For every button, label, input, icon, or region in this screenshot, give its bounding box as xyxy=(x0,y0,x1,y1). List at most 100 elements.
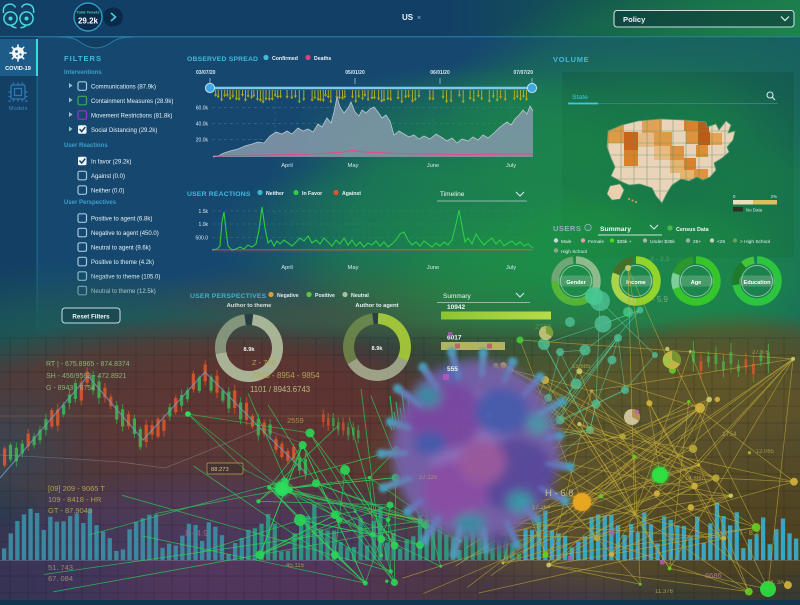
svg-text:April: April xyxy=(281,265,293,271)
svg-text:COVID-19: COVID-19 xyxy=(5,66,31,72)
svg-text:7843 - 8954 - 9854: 7843 - 8954 - 9854 xyxy=(252,371,320,380)
svg-text:25+: 25+ xyxy=(693,239,701,245)
svg-text:SH - 456/9583 - 472.8921: SH - 456/9583 - 472.8921 xyxy=(46,373,127,380)
svg-text:109 - 8418 - HR: 109 - 8418 - HR xyxy=(48,495,102,504)
svg-text:Male: Male xyxy=(561,239,572,245)
svg-text:Neither (0.0): Neither (0.0) xyxy=(91,188,124,194)
svg-text:July: July xyxy=(506,163,516,169)
svg-text:GT - 87.9043: GT - 87.9043 xyxy=(48,506,92,515)
svg-text:45.115: 45.115 xyxy=(286,563,305,569)
svg-text:14.880: 14.880 xyxy=(685,476,704,482)
svg-text:VOLUME: VOLUME xyxy=(553,55,589,64)
svg-text:H - 6.8: H - 6.8 xyxy=(545,488,574,499)
svg-text:2559: 2559 xyxy=(287,416,304,425)
svg-text:Gender: Gender xyxy=(566,280,586,286)
svg-text:500.0: 500.0 xyxy=(195,236,208,242)
svg-text:II - 4.9: II - 4.9 xyxy=(185,529,208,538)
svg-text:In favor (29.2k): In favor (29.2k) xyxy=(91,159,131,165)
svg-text:Deaths: Deaths xyxy=(314,56,331,62)
svg-text:Policy: Policy xyxy=(623,15,646,24)
svg-text:April: April xyxy=(281,163,293,169)
svg-text:Against (0.0): Against (0.0) xyxy=(91,174,125,180)
svg-text:RT | - 675.8965 - 874.8374: RT | - 675.8965 - 874.8374 xyxy=(46,361,130,368)
svg-text:> High School: > High School xyxy=(740,239,770,245)
svg-text:20.0k: 20.0k xyxy=(196,138,209,144)
svg-text:June: June xyxy=(427,163,440,169)
svg-text:Positive to agent (6.8k): Positive to agent (6.8k) xyxy=(91,216,152,222)
svg-text:June: June xyxy=(427,265,440,271)
svg-text:Negative to agent (450.0): Negative to agent (450.0) xyxy=(91,231,159,237)
svg-text:29.2k: 29.2k xyxy=(78,17,99,26)
svg-text:12.065: 12.065 xyxy=(756,449,775,455)
svg-text:27.3 6: 27.3 6 xyxy=(752,350,769,356)
svg-text:60.0k: 60.0k xyxy=(196,106,209,112)
svg-text:Summary: Summary xyxy=(443,293,472,300)
svg-text:FILTERS: FILTERS xyxy=(64,54,102,63)
svg-text:Neutral to agent (9.6k): Neutral to agent (9.6k) xyxy=(91,245,151,251)
svg-text:15.685: 15.685 xyxy=(572,364,591,370)
svg-text:High School: High School xyxy=(561,249,587,255)
svg-text:Reset Filters: Reset Filters xyxy=(72,314,110,321)
svg-text:×: × xyxy=(417,15,421,22)
svg-text:PL 3A7: PL 3A7 xyxy=(768,580,788,586)
svg-text:User Perspectives: User Perspectives xyxy=(64,200,117,206)
svg-text:Female: Female xyxy=(588,239,604,245)
svg-text:Age: Age xyxy=(691,280,702,286)
svg-text:40.0k: 40.0k xyxy=(196,122,209,128)
svg-text:05/01/20: 05/01/20 xyxy=(345,70,365,76)
svg-text:Census Data: Census Data xyxy=(676,227,710,233)
svg-text:1.0k: 1.0k xyxy=(199,222,209,228)
svg-text:88.273: 88.273 xyxy=(211,467,229,473)
svg-text:Containment Measures (28.9k): Containment Measures (28.9k) xyxy=(91,99,173,105)
svg-text:$35k +: $35k + xyxy=(617,239,632,245)
svg-text:Income: Income xyxy=(626,280,646,286)
svg-text:Neither: Neither xyxy=(266,191,284,197)
svg-text:I - 8.2: I - 8.2 xyxy=(740,528,759,537)
svg-text:Under $35k: Under $35k xyxy=(650,239,675,245)
svg-text:Models: Models xyxy=(9,106,28,112)
svg-text:Social Distancing (29.2k): Social Distancing (29.2k) xyxy=(91,128,157,134)
svg-text:555: 555 xyxy=(447,366,458,373)
svg-text:6686: 6686 xyxy=(705,571,722,580)
svg-text:2705: 2705 xyxy=(535,322,552,331)
svg-text:07/07/20: 07/07/20 xyxy=(514,70,534,76)
svg-text:8.9k: 8.9k xyxy=(244,347,256,353)
svg-text:Interventions: Interventions xyxy=(64,70,102,76)
svg-text:2%: 2% xyxy=(771,194,777,199)
svg-text:67. 084: 67. 084 xyxy=(48,574,73,583)
svg-text:03/07/20: 03/07/20 xyxy=(196,70,216,76)
svg-text:Summary: Summary xyxy=(600,226,631,233)
svg-text:May: May xyxy=(348,163,359,169)
svg-text:Total Tweets: Total Tweets xyxy=(77,10,100,15)
svg-text:- 5.9: - 5.9 xyxy=(652,295,669,304)
svg-text:In Favor: In Favor xyxy=(302,191,322,197)
svg-text:Movement Restrictions (81.8k): Movement Restrictions (81.8k) xyxy=(91,113,172,119)
svg-text:Neutral: Neutral xyxy=(351,293,369,299)
svg-text:1754: 1754 xyxy=(722,431,737,438)
svg-text:July: July xyxy=(506,265,516,271)
svg-text:X - 2.3: X - 2.3 xyxy=(650,256,670,263)
svg-text:User Reactions: User Reactions xyxy=(64,143,108,149)
svg-text:<25: <25 xyxy=(717,239,725,245)
svg-text:i: i xyxy=(587,226,588,231)
svg-text:27.125: 27.125 xyxy=(419,475,438,481)
svg-text:51. 743: 51. 743 xyxy=(48,563,73,572)
svg-text:US: US xyxy=(402,13,414,22)
svg-text:[09] 209 - 9065 T: [09] 209 - 9065 T xyxy=(48,484,105,493)
svg-text:06/01/20: 06/01/20 xyxy=(430,70,450,76)
svg-text:USER REACTIONS: USER REACTIONS xyxy=(187,191,251,198)
svg-text:1.5k: 1.5k xyxy=(199,209,209,215)
svg-text:State: State xyxy=(572,94,588,101)
svg-text:11.376: 11.376 xyxy=(655,589,674,595)
svg-text:Education: Education xyxy=(743,280,771,286)
svg-text:Communications (87.9k): Communications (87.9k) xyxy=(91,84,156,90)
svg-text:8.9k: 8.9k xyxy=(372,346,384,352)
svg-text:Z - 786: Z - 786 xyxy=(252,358,276,367)
svg-text:Against: Against xyxy=(342,191,361,197)
svg-text:10942: 10942 xyxy=(447,304,465,311)
svg-text:Timeline: Timeline xyxy=(440,191,465,198)
svg-text:OBSERVED SPREAD: OBSERVED SPREAD xyxy=(187,56,258,63)
svg-text:G - 8943 - 8754: G - 8943 - 8754 xyxy=(46,385,95,392)
svg-text:Confirmed: Confirmed xyxy=(272,56,298,62)
svg-text:17.264: 17.264 xyxy=(532,505,551,511)
